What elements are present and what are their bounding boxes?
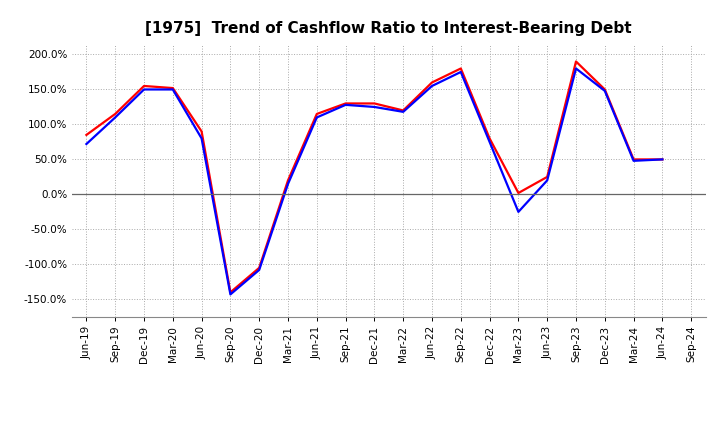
Line: Free CF to Interest-Bearing Debt: Free CF to Interest-Bearing Debt [86,69,662,294]
Operating CF to Interest-Bearing Debt [370,101,379,106]
Operating CF to Interest-Bearing Debt [485,136,494,141]
Title: [1975]  Trend of Cashflow Ratio to Interest-Bearing Debt: [1975] Trend of Cashflow Ratio to Intere… [145,21,632,36]
Free CF to Interest-Bearing Debt [370,104,379,110]
Free CF to Interest-Bearing Debt [629,158,638,163]
Operating CF to Interest-Bearing Debt [82,132,91,138]
Operating CF to Interest-Bearing Debt [629,157,638,162]
Operating CF to Interest-Bearing Debt [341,101,350,106]
Operating CF to Interest-Bearing Debt [514,191,523,196]
Operating CF to Interest-Bearing Debt [456,66,465,71]
Operating CF to Interest-Bearing Debt [572,59,580,64]
Operating CF to Interest-Bearing Debt [658,157,667,162]
Free CF to Interest-Bearing Debt [111,115,120,120]
Free CF to Interest-Bearing Debt [284,181,292,187]
Operating CF to Interest-Bearing Debt [428,80,436,85]
Line: Operating CF to Interest-Bearing Debt: Operating CF to Interest-Bearing Debt [86,62,662,292]
Free CF to Interest-Bearing Debt [572,66,580,71]
Free CF to Interest-Bearing Debt [399,109,408,114]
Free CF to Interest-Bearing Debt [226,292,235,297]
Operating CF to Interest-Bearing Debt [111,111,120,117]
Operating CF to Interest-Bearing Debt [600,87,609,92]
Free CF to Interest-Bearing Debt [514,209,523,215]
Free CF to Interest-Bearing Debt [658,157,667,162]
Free CF to Interest-Bearing Debt [543,178,552,183]
Operating CF to Interest-Bearing Debt [255,265,264,271]
Free CF to Interest-Bearing Debt [197,136,206,141]
Operating CF to Interest-Bearing Debt [197,129,206,134]
Free CF to Interest-Bearing Debt [341,102,350,107]
Operating CF to Interest-Bearing Debt [284,178,292,183]
Operating CF to Interest-Bearing Debt [543,174,552,180]
Free CF to Interest-Bearing Debt [428,83,436,88]
Operating CF to Interest-Bearing Debt [140,83,148,88]
Free CF to Interest-Bearing Debt [485,139,494,145]
Operating CF to Interest-Bearing Debt [399,108,408,113]
Free CF to Interest-Bearing Debt [168,87,177,92]
Operating CF to Interest-Bearing Debt [312,111,321,117]
Free CF to Interest-Bearing Debt [456,70,465,75]
Free CF to Interest-Bearing Debt [600,88,609,94]
Free CF to Interest-Bearing Debt [312,115,321,120]
Free CF to Interest-Bearing Debt [255,267,264,272]
Operating CF to Interest-Bearing Debt [168,85,177,91]
Operating CF to Interest-Bearing Debt [226,290,235,295]
Free CF to Interest-Bearing Debt [140,87,148,92]
Free CF to Interest-Bearing Debt [82,141,91,147]
